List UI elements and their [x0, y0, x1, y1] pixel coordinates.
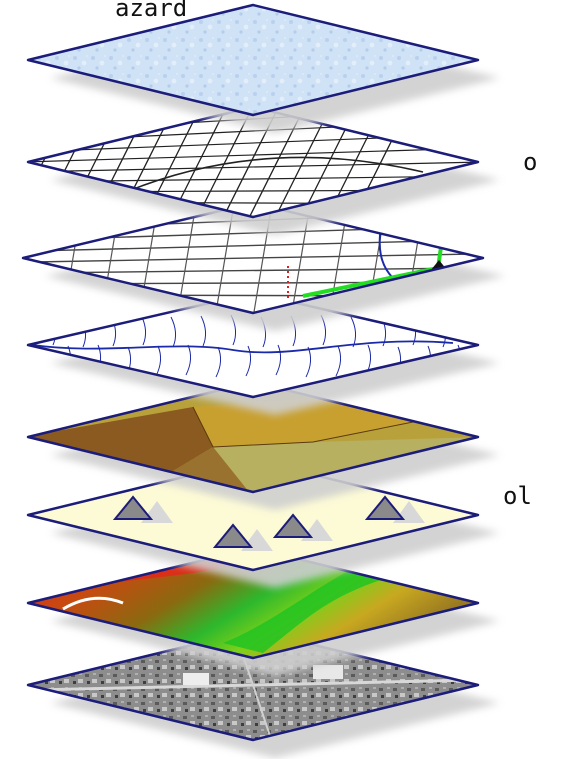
triangle-marker-icon [364, 495, 406, 520]
layer-outline [26, 3, 480, 117]
triangle-marker-icon [272, 513, 314, 538]
layer-hydrology [26, 291, 500, 415]
layer-outline [26, 291, 480, 399]
layer-outline [26, 546, 480, 660]
layer-transport [21, 201, 505, 331]
layer-outline [26, 380, 480, 494]
layer-label-hazard: azard [115, 0, 188, 22]
layer-label-streets: o [523, 148, 538, 176]
layer-hazard [26, 3, 500, 133]
layer-landcover [26, 380, 500, 510]
triangle-marker-icon [212, 523, 254, 548]
layers-group [21, 3, 505, 758]
layer-symbols [26, 458, 500, 588]
layer-label-symbols: ol [503, 482, 532, 510]
layer-content-polygons [28, 397, 478, 492]
layer-outline [21, 201, 485, 315]
layer-imagery [26, 628, 500, 758]
triangle-marker-icon [112, 495, 154, 520]
layer-outline [26, 105, 480, 219]
